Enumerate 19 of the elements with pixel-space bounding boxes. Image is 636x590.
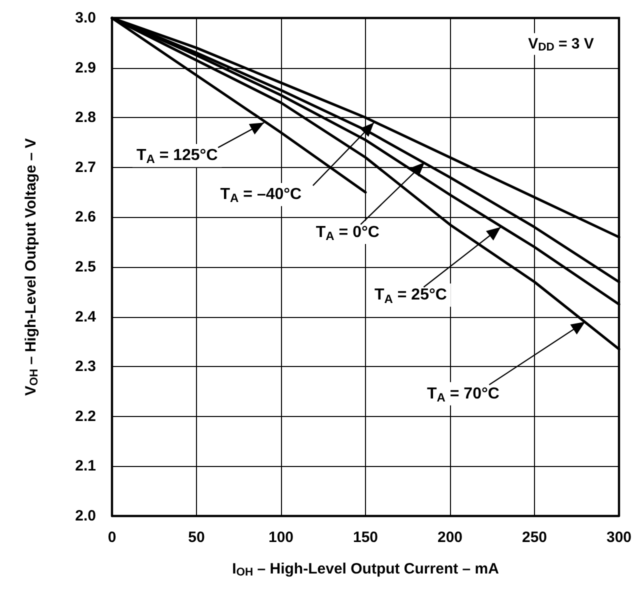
y-tick-label: 2.0 [75,508,96,524]
y-tick-label: 2.4 [75,308,97,326]
x-tick-label: 0 [108,529,116,546]
y-tick-label: 2.6 [75,208,96,226]
x-tick-label: 150 [352,529,378,546]
y-tick-label: 2.7 [75,158,96,176]
x-tick-label: 100 [268,529,294,546]
y-tick-label: 2.9 [75,59,96,76]
x-tick-label: 50 [188,529,205,546]
x-tick-label: 200 [437,529,463,546]
x-tick-label: 300 [606,529,632,546]
y-tick-label: 2.3 [75,358,96,376]
y-axis-title: VOH – High-Level Output Voltage – V [22,138,40,396]
x-tick-label: 250 [522,529,548,546]
y-tick-label: 2.2 [75,408,96,425]
y-tick-label: 3.0 [75,10,96,26]
y-tick-label: 2.1 [75,458,96,475]
y-tick-label: 2.5 [75,258,96,276]
y-tick-label: 2.8 [75,109,96,126]
